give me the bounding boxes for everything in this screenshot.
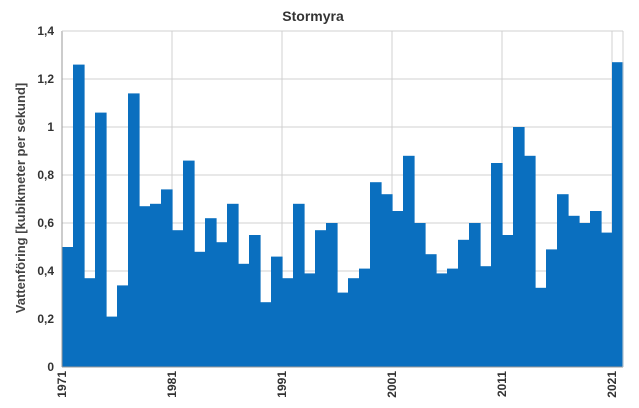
- bar-1982: [183, 160, 195, 367]
- x-tick-label: 1991: [275, 371, 289, 398]
- bar-2012: [513, 127, 525, 367]
- bar-1994: [315, 230, 327, 367]
- bar-1995: [326, 223, 338, 367]
- bar-2008: [469, 223, 481, 367]
- bar-2019: [590, 211, 602, 367]
- x-tick-label: 2011: [495, 371, 509, 397]
- bar-2013: [524, 155, 536, 367]
- bar-2020: [601, 232, 613, 367]
- x-tick-label: 2001: [385, 371, 399, 398]
- y-tick-label: 1,2: [37, 72, 54, 86]
- bar-2006: [447, 268, 459, 367]
- bar-2005: [436, 273, 448, 367]
- bar-1988: [249, 235, 261, 367]
- bar-2007: [458, 239, 470, 367]
- bar-1997: [348, 278, 360, 367]
- bar-2002: [403, 155, 415, 367]
- y-tick-labels: 0 0,2 0,4 0,6 0,8 1 1,2 1,4: [37, 24, 54, 374]
- bar-1971: [62, 247, 74, 367]
- bar-2018: [579, 223, 591, 367]
- y-tick-label: 1: [47, 120, 54, 134]
- bars: [62, 62, 624, 368]
- bar-1998: [359, 268, 371, 367]
- chart-title: Stormyra: [282, 8, 344, 24]
- bar-1973: [84, 278, 96, 367]
- bar-2021: [612, 62, 624, 367]
- bar-2009: [480, 266, 492, 367]
- y-axis-label: Vattenföring [kubikmeter per sekund]: [13, 83, 28, 313]
- bar-1985: [216, 242, 228, 367]
- bar-2014: [535, 287, 547, 367]
- y-tick-label: 0: [47, 360, 54, 374]
- bar-1990: [271, 256, 283, 367]
- bar-1996: [337, 292, 349, 367]
- bar-1986: [227, 203, 239, 367]
- bar-2003: [414, 223, 426, 367]
- bar-1984: [205, 218, 217, 367]
- y-tick-label: 1,4: [37, 24, 54, 38]
- bar-1983: [194, 251, 206, 367]
- bar-1976: [117, 285, 129, 367]
- bar-2015: [546, 249, 558, 367]
- bar-1974: [95, 112, 107, 367]
- bar-2000: [381, 194, 393, 367]
- bar-1978: [139, 206, 151, 367]
- x-tick-labels: 1971 1981 1991 2001 2011 2021: [55, 371, 619, 398]
- bar-1993: [304, 273, 316, 367]
- x-tick-label: 1981: [165, 371, 179, 398]
- bar-2016: [557, 194, 569, 367]
- y-tick-label: 0,8: [37, 168, 54, 182]
- bar-2004: [425, 254, 437, 367]
- x-tick-label: 2021: [605, 371, 619, 398]
- bar-1972: [73, 64, 85, 367]
- bar-1991: [282, 278, 294, 367]
- bar-1980: [161, 189, 173, 367]
- y-tick-label: 0,2: [37, 312, 54, 326]
- bar-1992: [293, 203, 305, 367]
- bar-2017: [568, 215, 580, 367]
- bar-1989: [260, 302, 272, 367]
- bar-2010: [491, 163, 503, 367]
- bar-1987: [238, 263, 250, 367]
- axes: [61, 30, 624, 368]
- bar-2001: [392, 211, 404, 367]
- bar-1975: [106, 316, 118, 367]
- bar-1979: [150, 203, 162, 367]
- y-tick-label: 0,6: [37, 216, 54, 230]
- bar-2011: [502, 235, 514, 367]
- y-tick-label: 0,4: [37, 264, 54, 278]
- x-tick-label: 1971: [55, 371, 69, 398]
- bar-1981: [172, 230, 184, 367]
- bar-1977: [128, 93, 140, 368]
- bar-1999: [370, 182, 382, 367]
